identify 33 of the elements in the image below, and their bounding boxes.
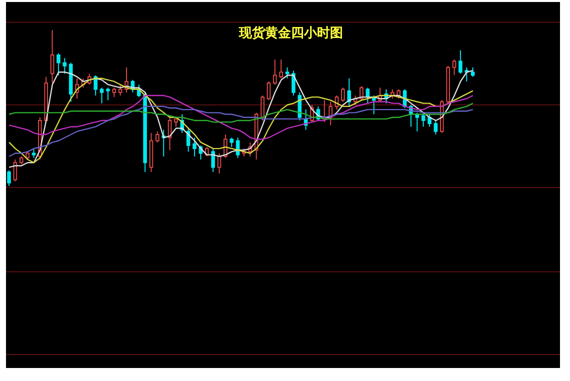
candlestick bbox=[273, 59, 277, 86]
candlestick bbox=[279, 59, 284, 79]
candlestick bbox=[396, 88, 401, 100]
candlestick bbox=[285, 66, 290, 79]
candlestick bbox=[56, 52, 60, 76]
chart-title: 现货黄金四小时图 bbox=[238, 25, 344, 42]
candlestick bbox=[192, 137, 196, 157]
candlestick bbox=[7, 170, 11, 186]
candlestick bbox=[470, 66, 475, 78]
candlestick bbox=[174, 116, 178, 128]
candlestick bbox=[230, 137, 234, 148]
candlestick bbox=[421, 112, 426, 128]
candlestick bbox=[428, 114, 432, 128]
candlestick bbox=[62, 58, 67, 74]
candlestick bbox=[458, 50, 462, 74]
candlestick bbox=[94, 74, 98, 96]
candlestick bbox=[360, 86, 364, 101]
candlestick bbox=[118, 84, 122, 96]
candlestick bbox=[266, 80, 271, 101]
candlestick bbox=[50, 30, 54, 84]
candlestick bbox=[452, 59, 456, 76]
candlestick bbox=[156, 130, 160, 143]
candlestick bbox=[112, 87, 116, 98]
candlestick bbox=[100, 87, 104, 104]
candlestick bbox=[292, 70, 296, 96]
candlestick bbox=[260, 95, 264, 121]
candlestick bbox=[434, 120, 438, 136]
candlestick bbox=[224, 134, 228, 158]
candlestick bbox=[106, 87, 110, 101]
candlestick bbox=[211, 148, 215, 172]
candlestick bbox=[341, 87, 345, 102]
candlestick bbox=[347, 78, 352, 107]
candlestick bbox=[32, 148, 36, 158]
